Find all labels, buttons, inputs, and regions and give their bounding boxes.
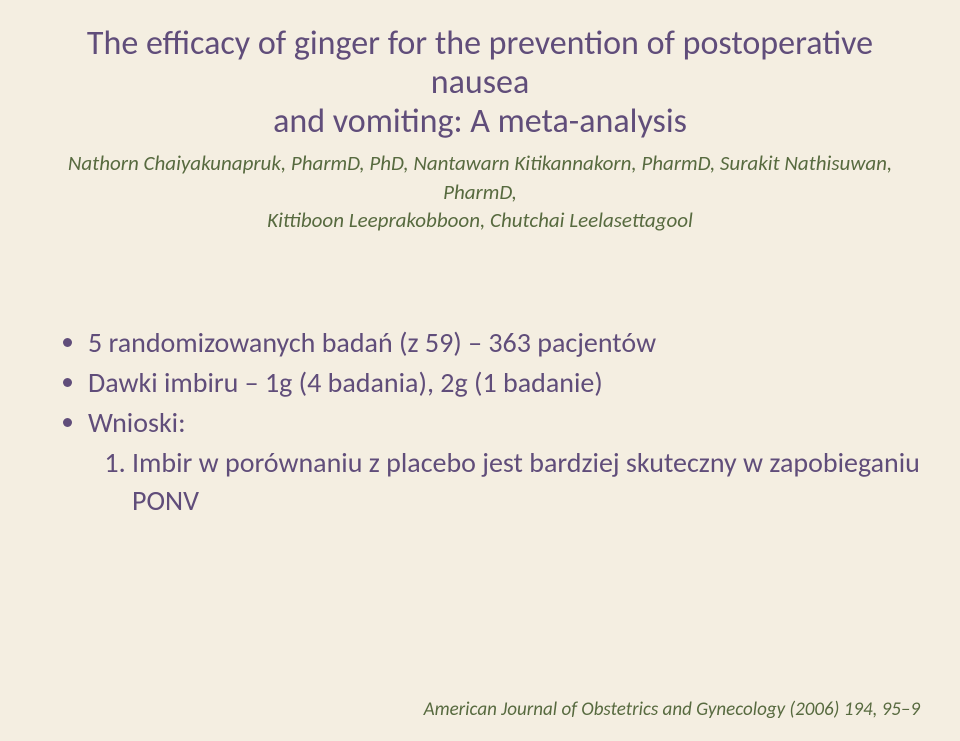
sublist-item: Imbir w porównaniu z placebo jest bardzi…	[132, 444, 924, 520]
title-line-2: and vomiting: A meta-analysis	[36, 102, 924, 141]
title-block: The efficacy of ginger for the preventio…	[36, 24, 924, 141]
sublist-text: Imbir w porównaniu z placebo jest bardzi…	[132, 445, 920, 518]
bullet-text: Dawki imbiru – 1g (4 badania), 2g (1 bad…	[88, 365, 603, 400]
bullet-text: 5 randomizowanych badań (z 59) – 363 pac…	[88, 325, 656, 360]
title-line-1: The efficacy of ginger for the preventio…	[36, 24, 924, 102]
bullet-item: Wnioski: Imbir w porównaniu z placebo je…	[88, 404, 924, 519]
authors-line-1: Nathorn Chaiyakunapruk, PharmD, PhD, Nan…	[36, 149, 924, 206]
bullet-item: Dawki imbiru – 1g (4 badania), 2g (1 bad…	[88, 364, 924, 402]
journal-citation: American Journal of Obstetrics and Gynec…	[36, 698, 924, 723]
bullet-text: Wnioski:	[88, 405, 186, 440]
authors-line-2: Kittiboon Leeprakobboon, Chutchai Leelas…	[36, 206, 924, 234]
numbered-sublist: Imbir w porównaniu z placebo jest bardzi…	[88, 444, 924, 520]
authors-block: Nathorn Chaiyakunapruk, PharmD, PhD, Nan…	[36, 149, 924, 234]
bullet-list: 5 randomizowanych badań (z 59) – 363 pac…	[36, 324, 924, 521]
bullet-item: 5 randomizowanych badań (z 59) – 363 pac…	[88, 324, 924, 362]
